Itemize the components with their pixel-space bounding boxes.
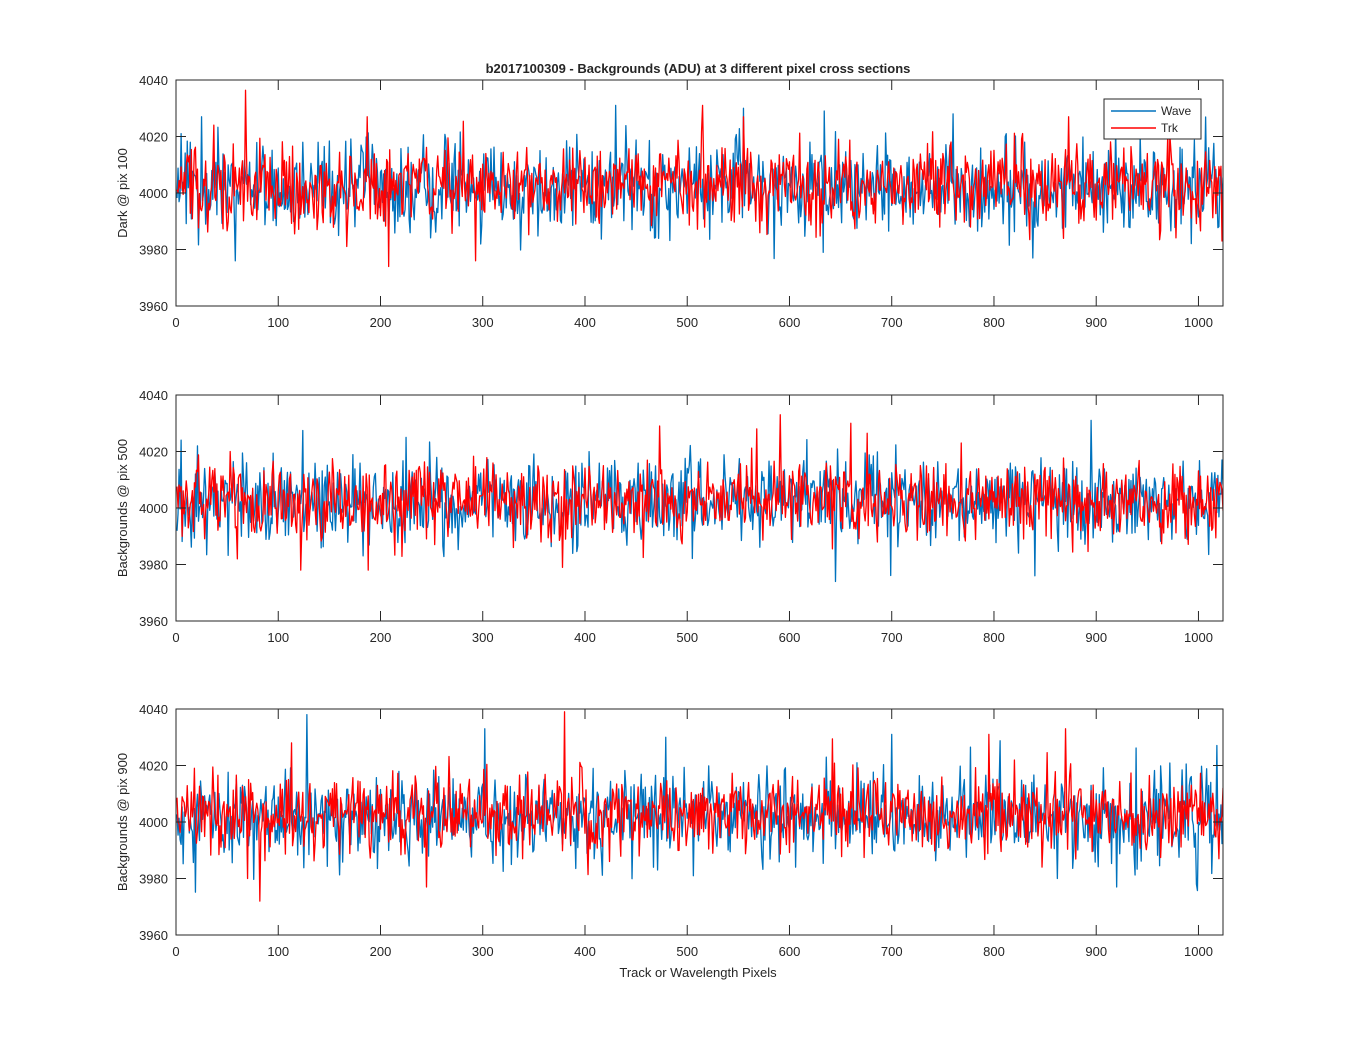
x-tick-label: 700 [881,944,903,959]
x-tick-label: 900 [1085,315,1107,330]
x-tick-label: 900 [1085,944,1107,959]
x-tick-label: 700 [881,630,903,645]
x-tick-label: 100 [267,944,289,959]
x-tick-label: 400 [574,315,596,330]
x-tick-label: 0 [172,315,179,330]
x-tick-label: 200 [370,315,392,330]
x-tick-label: 800 [983,944,1005,959]
x-tick-label: 300 [472,944,494,959]
x-tick-label: 800 [983,315,1005,330]
y-axis-label: Backgrounds @ pix 500 [115,439,130,577]
series-group [176,711,1223,902]
x-tick-label: 200 [370,630,392,645]
legend: Wave Trk [1103,98,1202,140]
series-line-trk [176,414,1223,571]
series-group [176,89,1223,268]
x-tick-label: 600 [779,630,801,645]
x-tick-label: 100 [267,630,289,645]
y-tick-label: 4000 [139,186,168,201]
x-tick-label: 500 [676,944,698,959]
y-tick-label: 3980 [139,872,168,887]
x-tick-label: 0 [172,944,179,959]
x-tick-label: 0 [172,630,179,645]
y-axis-label: Dark @ pix 100 [115,148,130,238]
y-tick-label: 3960 [139,299,168,314]
legend-label-wave: Wave [1161,104,1192,118]
x-tick-label: 200 [370,944,392,959]
x-tick-label: 500 [676,315,698,330]
x-tick-label: 1000 [1184,944,1213,959]
subplot-1: 0 100 200 300 400 500 600 700 800 900 1000 3960 3980… [115,73,1224,330]
y-tick-label: 4020 [139,445,168,460]
x-tick-label: 300 [472,315,494,330]
y-tick-label: 4040 [139,388,168,403]
plot-area [176,395,1223,621]
x-tick-label: 900 [1085,630,1107,645]
series-line-trk [176,711,1223,902]
subplots: 0 100 200 300 400 500 600 700 800 900 100039603980… [115,73,1224,959]
x-tick-label: 1000 [1184,315,1213,330]
subplot-2: 0 100 200 300 400 500 600 700 800 900 1000 3960 3980… [115,388,1224,645]
y-tick-label: 4000 [139,501,168,516]
y-tick-label: 4040 [139,702,168,717]
x-tick-label: 600 [779,944,801,959]
x-tick-label: 300 [472,630,494,645]
legend-box [1103,98,1202,140]
series-line-trk [176,89,1223,268]
x-tick-label: 1000 [1184,630,1213,645]
y-tick-label: 4020 [139,759,168,774]
y-tick-label: 3980 [139,558,168,573]
x-tick-label: 800 [983,630,1005,645]
x-tick-label: 400 [574,944,596,959]
legend-label-trk: Trk [1161,121,1179,135]
x-tick-label: 700 [881,315,903,330]
x-tick-label: 100 [267,315,289,330]
y-tick-label: 3960 [139,928,168,943]
series-group [176,414,1223,583]
y-tick-label: 4040 [139,73,168,88]
y-tick-label: 3980 [139,243,168,258]
y-tick-label: 4020 [139,130,168,145]
x-axis-label: Track or Wavelength Pixels [619,965,777,980]
y-axis-label: Backgrounds @ pix 900 [115,753,130,891]
subplot-3: 0 100 200 300 400 500 600 700 800 900 1000 3960 3980… [115,702,1224,959]
y-tick-label: 3960 [139,614,168,629]
x-tick-label: 600 [779,315,801,330]
y-tick-label: 4000 [139,815,168,830]
x-tick-label: 500 [676,630,698,645]
x-tick-label: 400 [574,630,596,645]
chart-title: b2017100309 - Backgrounds (ADU) at 3 dif… [486,61,911,76]
